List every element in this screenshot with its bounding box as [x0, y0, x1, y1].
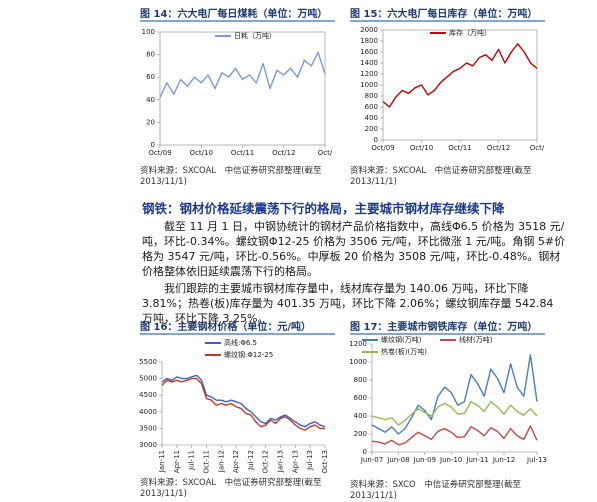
x-tick-label: Oct-12 — [262, 450, 270, 474]
legend-label: 线材(万吨) — [459, 335, 493, 344]
x-tick-label: Jun-08 — [386, 456, 409, 464]
chart-title: 图 17：主要城市钢铁库存（单位：万吨） — [350, 320, 537, 333]
legend-label: 热卷(板)(万吨) — [381, 347, 427, 356]
x-tick-label: Jul-12 — [247, 450, 255, 471]
paragraph: 截至 11 月 1 日，中钢协统计的钢材产品价格指数中，高线Φ6.5 价格为 3… — [142, 220, 566, 278]
plot-frame — [159, 31, 326, 146]
chart-title: 图 15：六大电厂每日库存（单位：万吨） — [350, 7, 537, 20]
x-tick-label: Apr-11 — [173, 450, 181, 473]
plot-frame — [382, 29, 538, 141]
y-tick-label: 1200 — [360, 70, 378, 78]
series-line — [371, 400, 538, 426]
y-tick-label: 1400 — [360, 59, 378, 67]
y-tick-label: 40 — [146, 96, 155, 104]
legend-label: 日耗（万吨） — [234, 31, 276, 40]
y-tick-label: 0 — [374, 136, 378, 144]
source-note: 资料来源：SXCOAL 中信证券研究部整理(截至2013/11/1) — [140, 166, 322, 187]
x-tick-label: Jul-11 — [188, 450, 196, 471]
y-tick-label: 5500 — [139, 358, 157, 366]
series-line — [159, 51, 326, 98]
series-line — [371, 354, 538, 435]
x-tick-label: Jan-11 — [158, 450, 166, 473]
x-tick-label: Jul-13 — [526, 456, 547, 464]
series-line — [161, 377, 325, 431]
x-tick-label: Oct/ — [530, 144, 545, 152]
y-tick-label: 4000 — [139, 408, 157, 416]
legend-label: 高线:Φ6.5 — [224, 338, 257, 347]
legend-label: 螺纹钢(万吨) — [381, 335, 422, 344]
x-tick-label: Jun-07 — [360, 456, 383, 464]
y-tick-label: 3500 — [139, 424, 157, 432]
series-line — [161, 374, 326, 428]
chart-title: 图 14：六大电厂每日煤耗（单位：万吨） — [140, 7, 327, 20]
y-tick-label: 600 — [365, 103, 378, 111]
x-tick-label: Jun-12 — [492, 456, 515, 464]
y-tick-label: 100 — [142, 28, 155, 36]
x-tick-label: Oct/10 — [190, 149, 213, 157]
section-heading: 钢铁：钢材价格延续震荡下行的格局，主要城市钢材库存继续下降 — [142, 201, 505, 216]
legend-label: 库存（万吨） — [449, 28, 491, 37]
y-tick-label: 5000 — [139, 375, 157, 383]
x-tick-label: Jan-13 — [277, 450, 285, 473]
y-tick-label: 200 — [354, 430, 367, 438]
series-line — [382, 43, 538, 108]
legend-label: 螺纹钢:Φ12-25 — [224, 350, 273, 359]
y-tick-label: 1800 — [360, 37, 378, 45]
y-tick-label: 800 — [365, 92, 378, 100]
y-tick-label: 1600 — [360, 48, 378, 56]
series-line — [371, 425, 538, 446]
y-tick-label: 80 — [146, 51, 155, 59]
x-tick-label: Oct/12 — [272, 149, 295, 157]
x-tick-label: Oct/09 — [148, 149, 171, 157]
paragraph: 我们跟踪的主要城市钢材库存量中，线材库存量为 140.06 万吨，环比下降 3.… — [142, 282, 554, 325]
x-tick-label: Oct/ — [318, 149, 333, 157]
x-tick-label: Oct/09 — [371, 144, 394, 152]
y-tick-label: 20 — [146, 118, 155, 126]
y-tick-label: 2000 — [360, 26, 378, 34]
x-tick-label: Jul-13 — [306, 450, 314, 471]
y-tick-label: 800 — [354, 376, 367, 384]
source-note: 资料来源：SXCOAL 中信证券研究部整理(截至2013/11/1) — [350, 166, 532, 187]
y-tick-label: 1200 — [349, 340, 367, 348]
x-tick-label: Oct/11 — [231, 149, 254, 157]
y-tick-label: 4500 — [139, 391, 157, 399]
source-note: 资料来源：SXCOAL 中信证券研究部整理(截至2013/11/1) — [140, 478, 322, 499]
x-tick-label: Jun-11 — [465, 456, 488, 464]
x-tick-label: Oct-13 — [321, 450, 329, 474]
x-tick-label: Oct/11 — [448, 144, 471, 152]
y-tick-label: 400 — [354, 412, 367, 420]
x-tick-label: Oct/12 — [487, 144, 510, 152]
source-note: 资料来源：SXCO 中信证券研究部整理(截至 2013/11/1) — [350, 480, 522, 501]
x-tick-label: Oct-11 — [202, 450, 210, 474]
y-tick-label: 200 — [365, 125, 378, 133]
y-tick-label: 0 — [363, 448, 367, 456]
chart-title: 图 16：主要钢材价格（单位：元/吨） — [140, 320, 311, 333]
x-tick-label: Jan-12 — [217, 450, 225, 473]
y-tick-label: 60 — [146, 73, 155, 81]
y-tick-label: 0 — [151, 141, 155, 149]
y-tick-label: 1000 — [349, 358, 367, 366]
x-tick-label: Jun-09 — [413, 456, 436, 464]
x-tick-label: Apr-13 — [291, 450, 299, 473]
y-tick-label: 1000 — [360, 81, 378, 89]
y-tick-label: 400 — [365, 114, 378, 122]
x-tick-label: Oct/10 — [410, 144, 433, 152]
y-tick-label: 3000 — [139, 441, 157, 449]
x-tick-label: Apr-12 — [232, 450, 240, 473]
x-tick-label: Jun-10 — [439, 456, 462, 464]
y-tick-label: 600 — [354, 394, 367, 402]
